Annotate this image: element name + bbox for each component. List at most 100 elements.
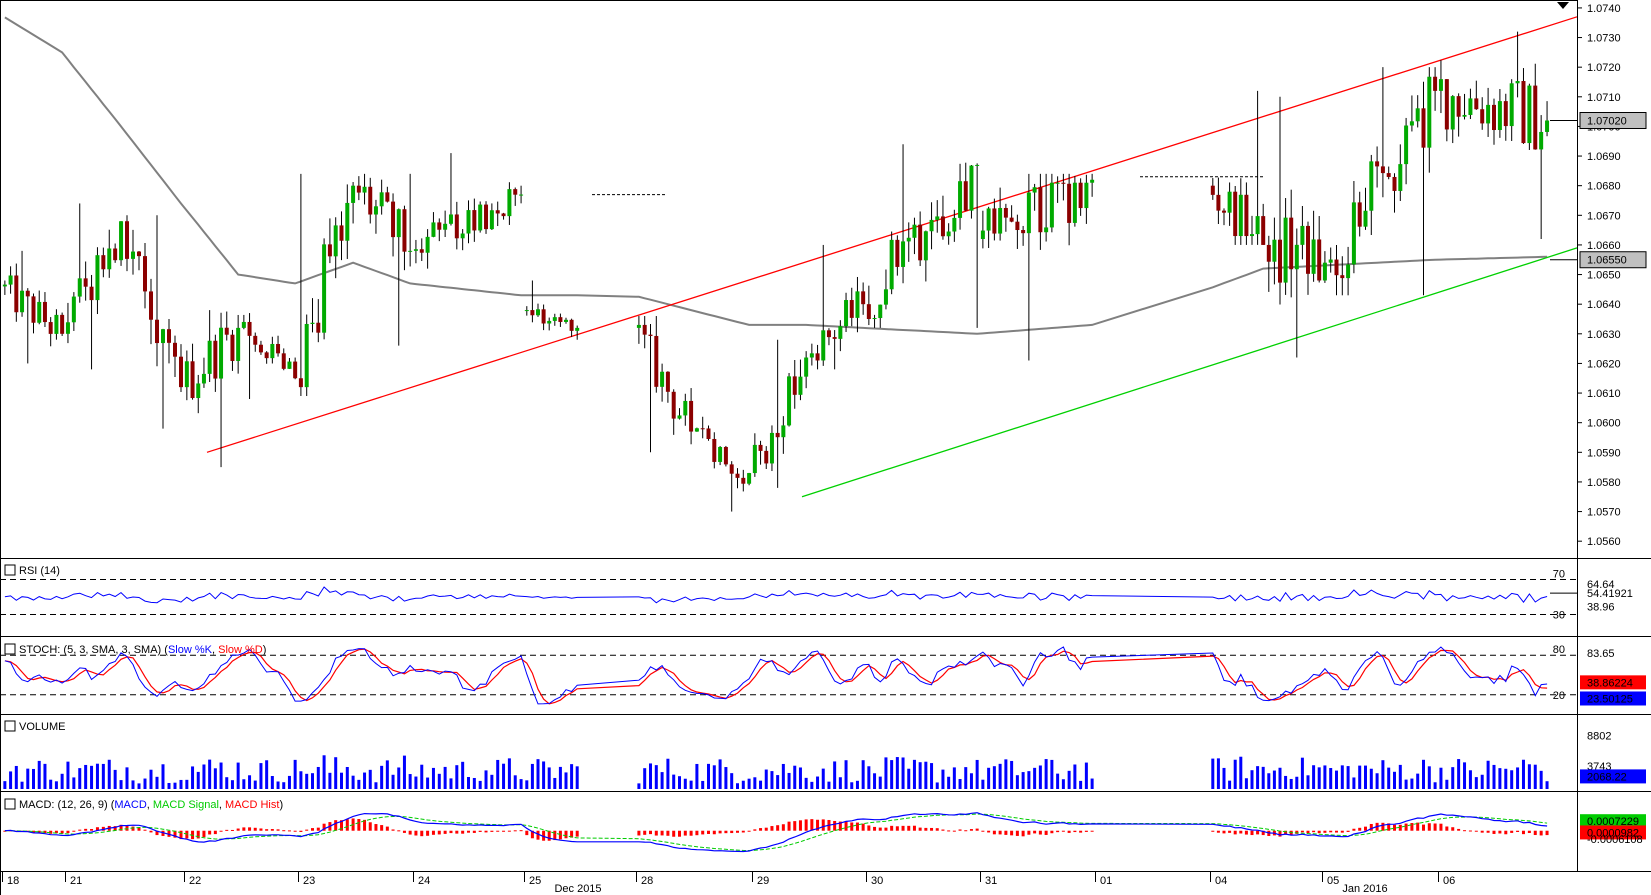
candle-up <box>37 301 42 323</box>
volume-bar <box>1284 775 1288 789</box>
candle-up <box>8 275 13 285</box>
candle-up <box>287 361 292 369</box>
stoch-d-tag <box>1580 675 1646 690</box>
macd-hist-bar <box>1416 822 1420 831</box>
candle-down <box>764 450 769 464</box>
candle-up <box>413 249 418 251</box>
candle-down <box>1340 275 1345 279</box>
volume-bar <box>449 778 453 789</box>
volume-bar <box>84 764 88 789</box>
macd-hist-bar <box>884 827 888 831</box>
candle-down <box>654 335 659 387</box>
volume-bar <box>907 768 911 789</box>
macd-hist-bar <box>998 830 1002 835</box>
candle-up <box>54 314 59 334</box>
macd-hist-bar <box>838 821 842 831</box>
candle-down <box>48 322 53 334</box>
candle-up <box>660 371 665 387</box>
macd-hist-bar <box>357 819 361 831</box>
volume-bar <box>878 776 882 789</box>
macd-hist-bar <box>753 829 757 831</box>
macd-hist-bar <box>660 830 664 836</box>
rsi-current-label: 54.41921 <box>1587 588 1633 600</box>
candle-down <box>83 278 88 287</box>
macd-axis-label: -0.0006108 <box>1587 834 1643 846</box>
candle-up <box>718 446 723 462</box>
candle-up <box>1311 239 1316 274</box>
macd-hist-bar <box>449 830 453 834</box>
x-tick-label: 06 <box>1443 875 1455 887</box>
macd-hist-bar <box>131 826 135 831</box>
volume-bar <box>328 772 332 789</box>
volume-bar <box>1228 780 1232 789</box>
volume-bar <box>654 765 658 789</box>
macd-hist-bar <box>1381 822 1385 831</box>
candle-up <box>747 473 752 484</box>
volume-bar <box>43 763 47 789</box>
volume-bar <box>793 765 797 789</box>
candle-up <box>872 318 877 320</box>
volume-title-text: VOLUME <box>19 721 65 733</box>
volume-bar <box>173 782 177 789</box>
macd-hist-bar <box>992 830 996 835</box>
macd-hist-bar <box>553 830 557 841</box>
candle-up <box>912 224 917 238</box>
volume-collapse-icon[interactable] <box>4 720 16 732</box>
volume-bar <box>1306 775 1310 789</box>
candle-up <box>95 255 100 301</box>
macd-hist-bar <box>236 828 240 831</box>
volume-bar <box>1340 765 1344 789</box>
macd-hist-bar <box>385 826 389 831</box>
macd-hist-bar <box>707 830 710 834</box>
volume-bar <box>1084 762 1088 789</box>
candle-down <box>143 256 147 292</box>
volume-bar <box>155 776 159 789</box>
volume-bar <box>575 766 579 789</box>
volume-bar <box>137 783 141 789</box>
rsi-collapse-icon[interactable] <box>4 564 16 576</box>
macd-hist-bar <box>1346 830 1350 832</box>
volume-bar <box>941 769 945 789</box>
volume-bar <box>901 757 905 789</box>
candle-up <box>333 225 338 257</box>
macd-hist-bar <box>37 830 41 833</box>
volume-bar <box>1244 778 1248 789</box>
candle-up <box>1363 210 1368 227</box>
macd-hist-bar <box>101 826 105 831</box>
volume-bar <box>66 761 70 789</box>
price-tick-label: 1.0580 <box>1587 477 1621 489</box>
macd-hist-bar <box>287 830 291 832</box>
volume-bar <box>408 774 412 789</box>
macd-hist-bar <box>941 829 945 831</box>
macd-hist-bar <box>1492 830 1496 834</box>
macd-hist-bar <box>1486 830 1490 833</box>
macd-hist-bar <box>1044 830 1048 835</box>
candle-up <box>769 432 774 464</box>
volume-bar <box>1317 767 1321 789</box>
macd-hist-bar <box>1404 823 1408 831</box>
candle-up <box>1272 239 1277 262</box>
volume-bar <box>1457 759 1461 789</box>
current-price-tag <box>1579 112 1647 130</box>
volume-bar <box>213 768 217 789</box>
volume-bar <box>1211 758 1215 789</box>
candle-down <box>775 432 780 438</box>
macd-hist-bar <box>747 830 751 832</box>
macd-hist-bar <box>850 822 854 831</box>
volume-bar <box>753 777 757 789</box>
macd-hist-bar <box>575 830 579 837</box>
volume-bar <box>1433 782 1437 789</box>
volume-bar <box>1038 765 1042 789</box>
stoch-collapse-icon[interactable] <box>4 643 16 655</box>
macd-hist-bar <box>730 830 734 834</box>
candle-down <box>213 340 218 379</box>
macd-hist-bar <box>253 827 257 831</box>
macd-collapse-icon[interactable] <box>4 798 16 810</box>
candle-up <box>1438 79 1443 91</box>
macd-hist-bar <box>695 830 699 836</box>
candle-up <box>958 181 963 218</box>
volume-bar <box>1375 773 1379 789</box>
macd-hist-bar <box>564 830 568 839</box>
volume-bar <box>1312 765 1316 789</box>
